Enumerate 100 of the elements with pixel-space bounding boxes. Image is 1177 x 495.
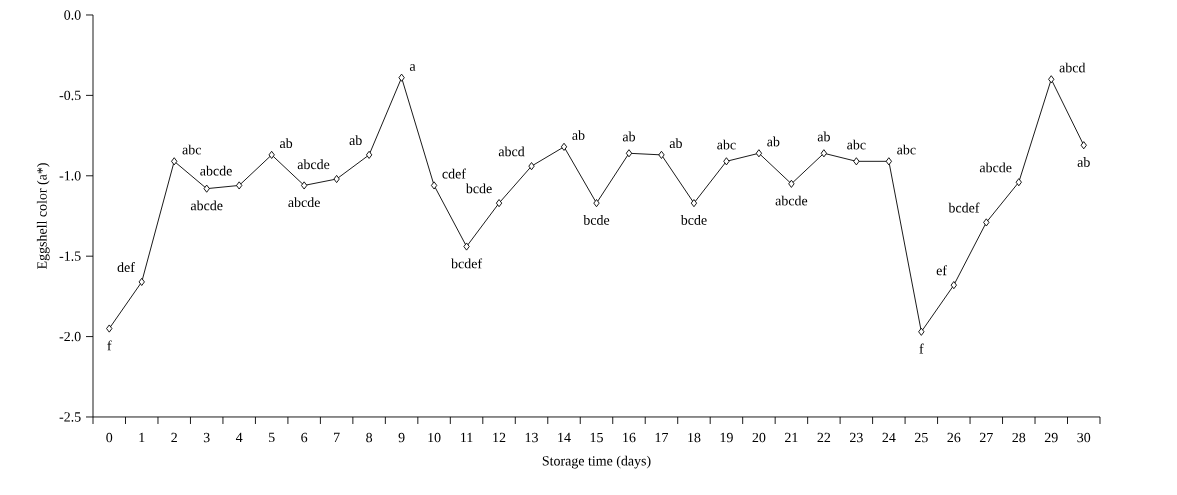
annotation: abcde (190, 200, 223, 211)
x-tick-label: 10 (428, 432, 441, 443)
x-tick-label: 1 (139, 432, 145, 443)
annotation: f (919, 343, 924, 354)
annotation: ab (622, 131, 636, 142)
point (690, 199, 698, 208)
x-tick-label: 11 (461, 432, 473, 443)
point (755, 149, 763, 158)
x-tick-label: 7 (334, 432, 340, 442)
annotation: cdef (442, 168, 466, 179)
point (918, 327, 925, 336)
point (430, 181, 438, 190)
y-axis-title: Eggshell color (a*) (36, 163, 50, 270)
annotation: ab (767, 136, 780, 147)
point (268, 150, 275, 159)
x-tick-label: 22 (817, 432, 831, 443)
point (560, 142, 568, 151)
annotation: abc (182, 144, 201, 155)
annotation: abcd (1059, 62, 1086, 73)
x-tick-label: 13 (525, 432, 538, 443)
annotation: bcde (680, 214, 707, 225)
y-tick-label: -1.0 (59, 171, 81, 181)
point (365, 150, 373, 159)
annotation: abc (897, 144, 916, 155)
annotation: ab (817, 131, 830, 142)
x-tick-label: 16 (623, 432, 636, 443)
x-tick-label: 2 (171, 432, 177, 443)
annotation: a (409, 64, 416, 71)
annotation: abc (847, 139, 866, 150)
annotation: bcdef (948, 202, 980, 213)
point (853, 157, 860, 166)
x-tick-label: 3 (203, 432, 210, 443)
annotation: abcde (979, 162, 1012, 173)
point (203, 184, 210, 193)
x-tick-label: 14 (558, 432, 571, 443)
annotation: abc (717, 139, 736, 150)
point (398, 73, 405, 82)
point (885, 157, 892, 166)
annotation: bcde (583, 214, 610, 225)
point (333, 174, 340, 184)
point (301, 181, 308, 190)
point (723, 157, 730, 166)
point (463, 242, 470, 251)
y-tick-label: -0.5 (59, 90, 81, 101)
x-tick-label: 18 (688, 432, 701, 443)
x-tick-label: 29 (1044, 432, 1058, 443)
x-tick-label: 19 (720, 432, 733, 443)
annotation: abcde (297, 159, 330, 170)
x-tick-label: 27 (979, 432, 993, 443)
point (171, 157, 178, 166)
point (1048, 75, 1055, 84)
annotation: ef (936, 265, 947, 276)
annotation: ab (669, 138, 682, 149)
annotation: abcd (498, 146, 525, 157)
point (236, 181, 243, 190)
point (495, 199, 503, 208)
x-tick-label: 23 (850, 432, 863, 443)
x-tick-label: 15 (590, 432, 603, 443)
x-tick-label: 8 (366, 432, 373, 443)
annotation: bcdef (451, 258, 483, 269)
annotation: abcde (775, 195, 808, 206)
y-tick-label: -2.5 (59, 412, 81, 422)
annotation: bcde (465, 183, 492, 194)
x-tick-label: 12 (493, 432, 506, 443)
y-tick-label: -2.0 (59, 331, 81, 342)
annotation: abcde (288, 197, 320, 208)
x-tick-label: 17 (655, 432, 669, 443)
y-tick-label: -1.5 (59, 251, 81, 261)
x-tick-label: 9 (398, 432, 405, 443)
x-tick-label: 30 (1077, 432, 1091, 443)
x-tick-label: 24 (882, 432, 896, 443)
x-tick-label: 28 (1012, 432, 1026, 443)
x-tick-label: 5 (268, 432, 275, 443)
y-tick-label: 0.0 (64, 10, 81, 20)
point (950, 281, 957, 290)
point (528, 162, 535, 171)
point (625, 149, 633, 158)
point (1015, 178, 1022, 187)
point (820, 149, 828, 158)
x-tick-label: 21 (785, 432, 798, 443)
annotation: abcde (200, 165, 232, 176)
x-tick-label: 6 (301, 432, 308, 443)
point (983, 218, 990, 227)
x-tick-label: 0 (106, 432, 113, 443)
annotation: ab (349, 135, 362, 146)
annotation: ab (280, 138, 293, 149)
point (788, 179, 795, 188)
x-tick-label: 4 (235, 432, 243, 443)
annotation: ab (1077, 157, 1090, 167)
point (658, 150, 665, 159)
x-axis-title: Storage time (days) (542, 455, 651, 469)
point (106, 324, 113, 333)
point (593, 199, 600, 208)
point (1080, 141, 1087, 150)
annotation: f (107, 340, 112, 351)
x-tick-label: 20 (752, 432, 766, 443)
x-tick-label: 26 (947, 432, 961, 443)
annotation: ab (572, 130, 585, 140)
point (138, 277, 145, 286)
annotation: def (117, 262, 135, 273)
